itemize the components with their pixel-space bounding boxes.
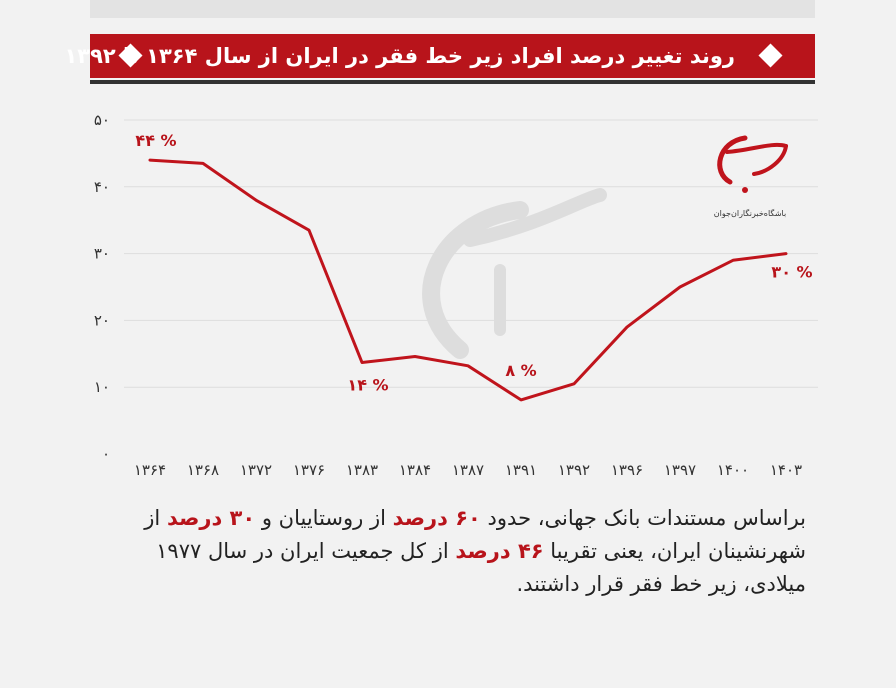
ja-logo-icon	[717, 135, 788, 193]
title-underline	[90, 80, 815, 84]
series-line	[148, 158, 788, 402]
x-tick-label: ۱۳۸۳	[346, 461, 378, 479]
x-tick-label: ۱۳۹۶	[611, 461, 643, 479]
x-tick-label: ۱۳۶۴	[134, 461, 166, 479]
annotations: ۴۴ % ۱۴ % ۸ % ۳۰ %	[135, 131, 812, 394]
logo-caption: باشگاه‌خبرنگاران‌جوان	[713, 209, 787, 218]
body-text: از روستاییان و	[255, 506, 393, 530]
x-tick-label: ۱۳۹۷	[664, 461, 696, 479]
body-text: براساس مستندات بانک جهانی، حدود	[480, 506, 806, 530]
body-text: از کل جمعیت ایران در سال ۱۹۷۷ میلادی، زی…	[156, 539, 806, 596]
x-tick-label: ۱۳۸۴	[399, 461, 431, 479]
x-tick-label: ۱۳۶۸	[187, 461, 219, 479]
y-axis: ۰ ۱۰ ۲۰ ۳۰ ۴۰ ۵۰	[94, 111, 110, 463]
x-axis: ۱۳۶۴ ۱۳۶۸ ۱۳۷۲ ۱۳۷۶ ۱۳۸۳ ۱۳۸۴ ۱۳۸۷ ۱۳۹۱ ۱۳۹۲ ۱۳۹۶…	[134, 461, 802, 479]
diamond-icon	[758, 43, 783, 68]
y-tick-label: ۱۰	[94, 378, 110, 396]
x-tick-label: ۱۴۰۳	[770, 461, 802, 479]
y-tick-label: ۴۰	[94, 178, 110, 196]
grid	[124, 119, 818, 388]
x-tick-label: ۱۳۹۱	[505, 461, 537, 479]
y-tick-label: ۲۰	[94, 311, 110, 329]
x-tick-label: ۱۳۹۲	[558, 461, 590, 479]
y-tick-label: ۳۰	[94, 245, 110, 263]
chart-title: روند تغییر درصد افراد زیر خط فقر در ایرا…	[64, 44, 735, 68]
x-tick-label: ۱۳۷۶	[293, 461, 325, 479]
highlight-text: ۶۰ درصد	[392, 506, 481, 530]
data-label: ۳۰ %	[771, 263, 812, 282]
description-paragraph: براساس مستندات بانک جهانی، حدود ۶۰ درصد …	[92, 502, 806, 601]
x-tick-label: ۱۴۰۰	[717, 461, 749, 479]
body-text: از شهرنشینان ایران، یعنی تقریبا	[144, 506, 806, 563]
y-tick-label: ۵۰	[94, 111, 110, 129]
highlight-text: ۴۶ درصد	[455, 539, 544, 563]
data-label: ۸ %	[505, 361, 536, 380]
watermark	[422, 188, 607, 359]
highlight-text: ۳۰ درصد	[166, 506, 256, 530]
title-bar: روند تغییر درصد افراد زیر خط فقر در ایرا…	[64, 34, 815, 78]
data-label: ۱۴ %	[347, 375, 388, 394]
data-label: ۴۴ %	[135, 131, 176, 150]
line-chart: ۰ ۱۰ ۲۰ ۳۰ ۴۰ ۵۰ ۱۳۶۴ ۱۳۶۸ ۱۳۷۲ ۱۳۷۶ ۱۳۸۳ ۱۳۸۴ ۱۳۸۷…	[94, 111, 818, 479]
top-strip	[90, 0, 815, 18]
x-tick-label: ۱۳۸۷	[452, 461, 484, 479]
y-tick-label: ۰	[102, 445, 110, 463]
x-tick-label: ۱۳۷۲	[240, 461, 272, 479]
